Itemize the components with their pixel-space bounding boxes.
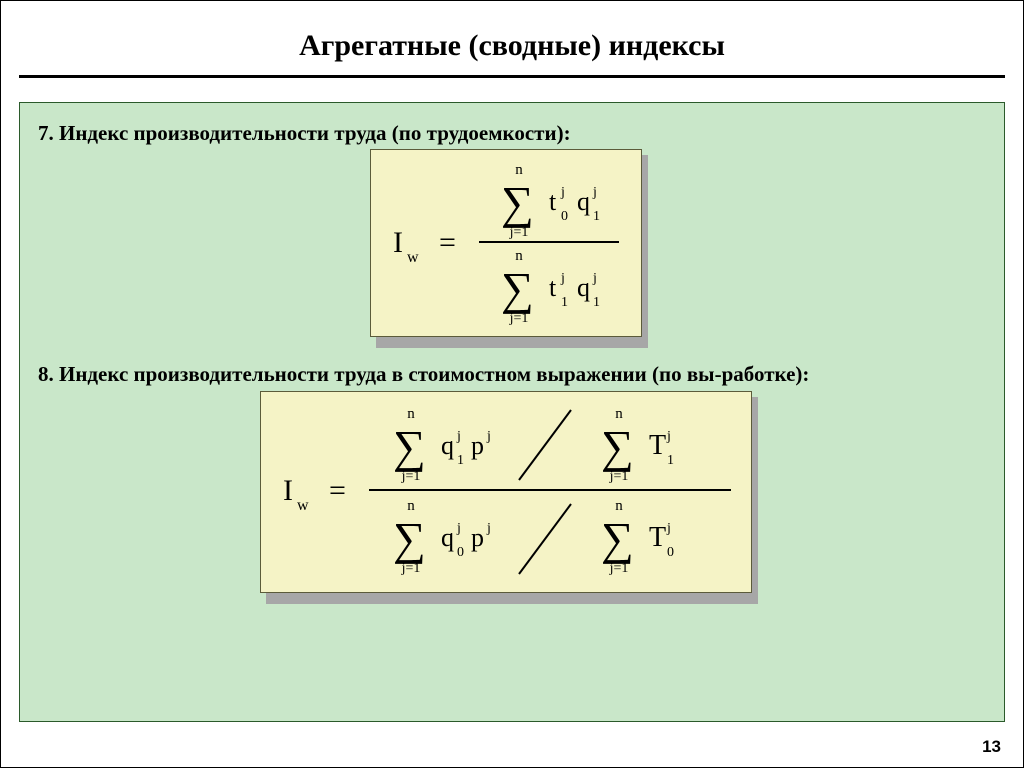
f1-d-t2-sub: 1 [593, 295, 600, 310]
slide: Агрегатные (сводные) индексы 7. Индекс п… [0, 0, 1024, 768]
item-text: Индекс производительности труда (по труд… [59, 121, 571, 145]
f2-D-t: T [649, 522, 666, 553]
f1-n-t2: q [577, 187, 590, 216]
f2-lhs: I [283, 474, 293, 507]
f2-A-t1-sub: 1 [457, 453, 464, 468]
f2-B-t1-sup: j [456, 521, 461, 536]
f1-den-lower: j=1 [509, 311, 529, 326]
f2-num-slash [519, 410, 571, 480]
page-number: 13 [982, 737, 1001, 757]
f2-C-lower: j=1 [609, 469, 629, 484]
formula-1-box: I w = n ∑ j=1 t 0 j [370, 149, 642, 337]
f1-n-t2-sub: 1 [593, 209, 600, 224]
f2-B-sigma: ∑ [393, 513, 426, 564]
f2-A-t2: p [471, 431, 484, 460]
formula-2-box: I w = n ∑ j=1 q 1 j p j [260, 391, 752, 593]
f2-lhs-sub: w [297, 497, 309, 514]
f2-equals: = [329, 474, 346, 507]
f2-A-sigma: ∑ [393, 421, 426, 472]
f2-B-t1: q [441, 523, 454, 552]
formula-1-container: I w = n ∑ j=1 t 0 j [38, 155, 986, 348]
f1-n-t2-sup: j [592, 185, 597, 200]
f1-d-t1-sup: j [560, 271, 565, 286]
f2-C-t-sup: j [666, 429, 671, 444]
f1-num-lower: j=1 [509, 225, 529, 240]
item-number: 7. [38, 121, 54, 145]
f1-d-t1: t [549, 273, 557, 302]
formula-2-svg: I w = n ∑ j=1 q 1 j p j [261, 392, 751, 592]
title-rule [19, 75, 1005, 78]
f2-A-t1-sup: j [456, 429, 461, 444]
f1-lhs-sub: w [407, 249, 419, 266]
slide-title: Агрегатные (сводные) индексы [1, 29, 1023, 63]
f2-D-sigma: ∑ [601, 513, 634, 564]
f2-B-lower: j=1 [401, 561, 421, 576]
f2-A-t2-sup: j [486, 429, 491, 444]
f2-C-t: T [649, 430, 666, 461]
f2-D-t-sub: 0 [667, 545, 674, 560]
title-area: Агрегатные (сводные) индексы [1, 1, 1023, 78]
formula-shadow: I w = n ∑ j=1 t 0 j [376, 155, 648, 348]
f1-d-t2-sup: j [592, 271, 597, 286]
formula-shadow: I w = n ∑ j=1 q 1 j p j [266, 397, 758, 604]
f1-equals: = [439, 226, 456, 259]
item-7-heading: 7. Индекс производительности труда (по т… [38, 119, 986, 147]
item-8-heading: 8. Индекс производительности труда в сто… [38, 360, 986, 388]
f1-n-t1: t [549, 187, 557, 216]
f2-B-t2-sup: j [486, 521, 491, 536]
f1-den-sigma: ∑ [501, 263, 534, 314]
f2-C-sigma: ∑ [601, 421, 634, 472]
f2-D-lower: j=1 [609, 561, 629, 576]
f2-C-upper: n [615, 406, 623, 422]
f2-D-t-sup: j [666, 521, 671, 536]
f1-d-t1-sub: 1 [561, 295, 568, 310]
f1-num-upper: n [515, 162, 523, 178]
f2-D-upper: n [615, 498, 623, 514]
f1-lhs: I [393, 226, 403, 259]
f1-n-t1-sup: j [560, 185, 565, 200]
f2-C-t-sub: 1 [667, 453, 674, 468]
f2-B-t1-sub: 0 [457, 545, 464, 560]
f2-den-slash [519, 504, 571, 574]
f1-num-sigma: ∑ [501, 177, 534, 228]
f2-A-upper: n [407, 406, 415, 422]
f1-den-upper: n [515, 248, 523, 264]
f2-B-upper: n [407, 498, 415, 514]
formula-2-container: I w = n ∑ j=1 q 1 j p j [38, 397, 986, 604]
f2-A-lower: j=1 [401, 469, 421, 484]
content-box: 7. Индекс производительности труда (по т… [19, 102, 1005, 722]
f2-A-t1: q [441, 431, 454, 460]
item-number: 8. [38, 362, 54, 386]
f1-n-t1-sub: 0 [561, 209, 568, 224]
f1-d-t2: q [577, 273, 590, 302]
formula-1-svg: I w = n ∑ j=1 t 0 j [371, 150, 641, 336]
item-text: Индекс производительности труда в стоимо… [59, 362, 809, 386]
f2-B-t2: p [471, 523, 484, 552]
